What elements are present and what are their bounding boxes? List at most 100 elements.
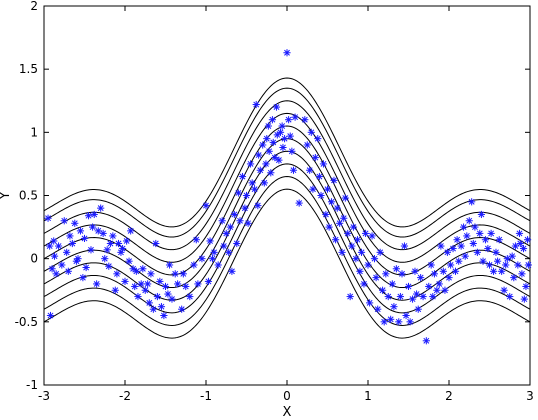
data-point [60,217,68,225]
data-point [489,267,498,275]
data-point [262,160,270,168]
data-point [445,274,453,282]
data-point [218,217,226,225]
data-point [125,257,133,265]
data-point [291,113,299,121]
data-point [64,267,72,275]
data-point [384,292,392,301]
data-point [319,160,328,168]
data-point [370,255,379,263]
data-point [425,282,433,291]
data-point [241,204,249,212]
data-point [174,280,182,288]
data-point [502,261,510,269]
data-point [492,248,500,256]
data-point [54,242,63,250]
data-point [134,292,142,301]
data-point [303,141,311,149]
curve-10 [43,77,531,228]
curve-1 [43,188,531,339]
data-point [131,282,139,291]
data-point [63,248,71,256]
data-point [404,282,413,291]
data-point [388,280,396,288]
data-point [295,199,303,207]
data-point [233,239,241,248]
data-point [113,270,121,278]
data-point [500,286,508,294]
y-tick-label: 1.5 [19,62,38,76]
data-point [382,270,390,278]
curve-7 [43,112,531,263]
data-point [459,223,468,231]
data-point [194,280,202,288]
data-point [198,255,206,263]
data-point [395,318,403,326]
curve-9 [43,87,531,238]
data-point [285,116,293,124]
data-point [439,267,447,275]
data-point [244,219,252,227]
data-point [346,292,354,301]
data-point [210,248,218,256]
data-point [473,248,481,256]
data-point [307,128,315,136]
data-point [332,236,340,244]
y-tick-label: 2 [30,0,38,13]
y-tick-label: -1 [26,378,38,392]
data-point [259,141,267,149]
data-point [265,147,273,155]
data-point [317,191,325,200]
data-point [246,160,255,168]
data-point [137,280,145,288]
data-point [267,169,275,177]
data-point [161,282,170,291]
data-point [46,311,55,320]
data-point [236,217,244,225]
data-point [105,262,113,270]
data-point [314,135,322,143]
data-point [272,103,281,111]
data-point [123,237,131,245]
data-point [242,191,251,200]
data-point [58,261,66,269]
data-point [400,242,409,250]
data-point [487,229,495,237]
data-point [278,122,286,130]
data-point [286,132,294,140]
data-point [276,128,285,136]
data-point [106,239,115,248]
data-point [71,219,79,227]
data-point [149,305,157,313]
data-point [275,156,283,164]
data-point [380,318,388,326]
y-tick-label: 1 [30,125,38,139]
data-point [374,305,382,313]
data-point [352,255,360,263]
data-point [103,246,111,254]
data-point [251,185,259,193]
data-point [366,299,374,307]
curve-3 [43,163,531,314]
data-point [430,270,439,278]
axis-ticks [43,5,531,386]
data-point [52,270,60,278]
axis-tick-labels: -3 -2 -1 0 1 2 3 -1 -0.5 0 0.5 1 1.5 2 [15,0,534,403]
data-point [280,135,289,143]
data-point [349,223,358,231]
data-point [468,198,476,206]
data-point [283,49,291,57]
data-point [449,244,457,253]
data-point [443,248,451,256]
data-point [301,116,309,124]
data-point [408,295,417,303]
data-point [144,280,152,288]
data-point [271,154,279,162]
data-point [139,265,147,273]
data-point [109,232,117,240]
data-point [254,202,262,210]
data-point [74,255,82,263]
data-point [435,280,443,288]
data-point [220,242,228,250]
